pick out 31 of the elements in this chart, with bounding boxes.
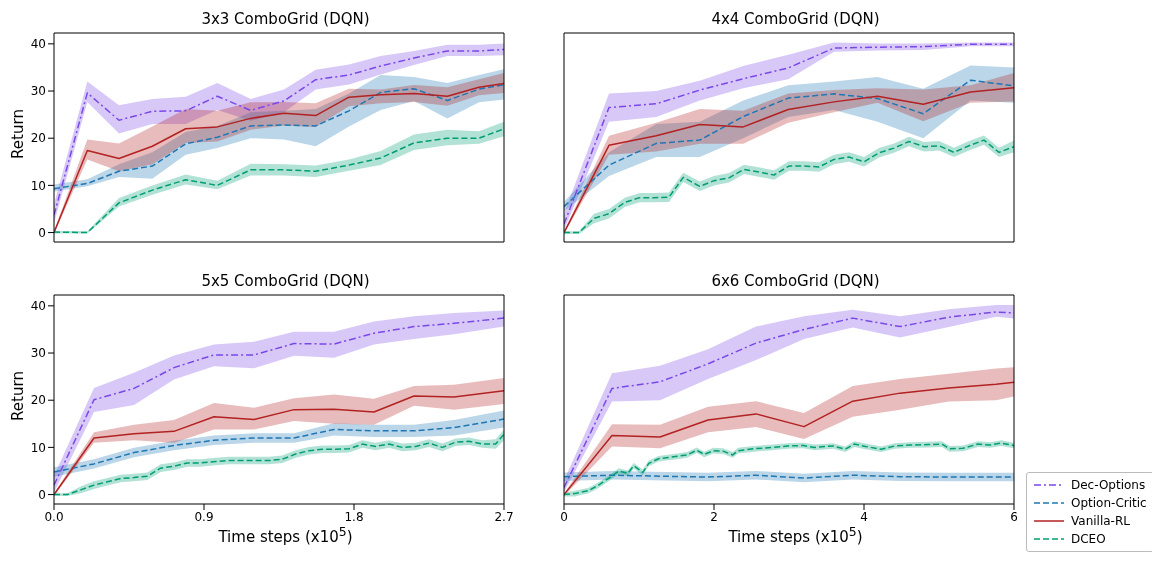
y-tick-label: 40	[30, 37, 46, 52]
y-tick-label: 30	[30, 84, 46, 99]
chart-title: 5x5 ComboGrid (DQN)	[200, 271, 371, 292]
line-series	[54, 418, 504, 473]
x-tick-label: 2	[710, 509, 718, 524]
chart-title: 3x3 ComboGrid (DQN)	[200, 9, 371, 30]
x-tick-label: 2.7	[494, 509, 514, 524]
legend-label: DCEO	[1071, 532, 1106, 546]
x-tick-label: 0.9	[194, 509, 214, 524]
x-tick-label: 1.8	[344, 509, 364, 524]
y-tick-label: 20	[30, 393, 46, 408]
y-axis-title: Return	[9, 370, 27, 423]
x-axis-title: Time steps (x10$^{5}$)	[217, 524, 354, 546]
y-tick-label: 30	[30, 346, 46, 361]
y-tick-label: 10	[30, 440, 46, 455]
y-tick-label: 0	[38, 225, 46, 240]
legend-label: Dec-Options	[1071, 478, 1146, 492]
x-tick-label: 4	[860, 509, 868, 524]
x-axis-title: Time steps (x10$^{5}$)	[727, 524, 864, 546]
x-tick-label: 0	[560, 509, 568, 524]
chart-title: 4x4 ComboGrid (DQN)	[710, 9, 881, 30]
chart-title: 6x6 ComboGrid (DQN)	[710, 271, 881, 292]
y-axis-title: Return	[9, 108, 27, 161]
y-tick-label: 10	[30, 178, 46, 193]
y-tick-label: 20	[30, 131, 46, 146]
y-tick-label: 0	[38, 487, 46, 502]
y-tick-label: 40	[30, 299, 46, 314]
legend-label: Vanilla-RL	[1071, 514, 1130, 528]
legend-label: Option-Critic	[1071, 496, 1147, 510]
x-tick-label: 0.0	[44, 509, 64, 524]
x-tick-label: 6	[1010, 509, 1018, 524]
